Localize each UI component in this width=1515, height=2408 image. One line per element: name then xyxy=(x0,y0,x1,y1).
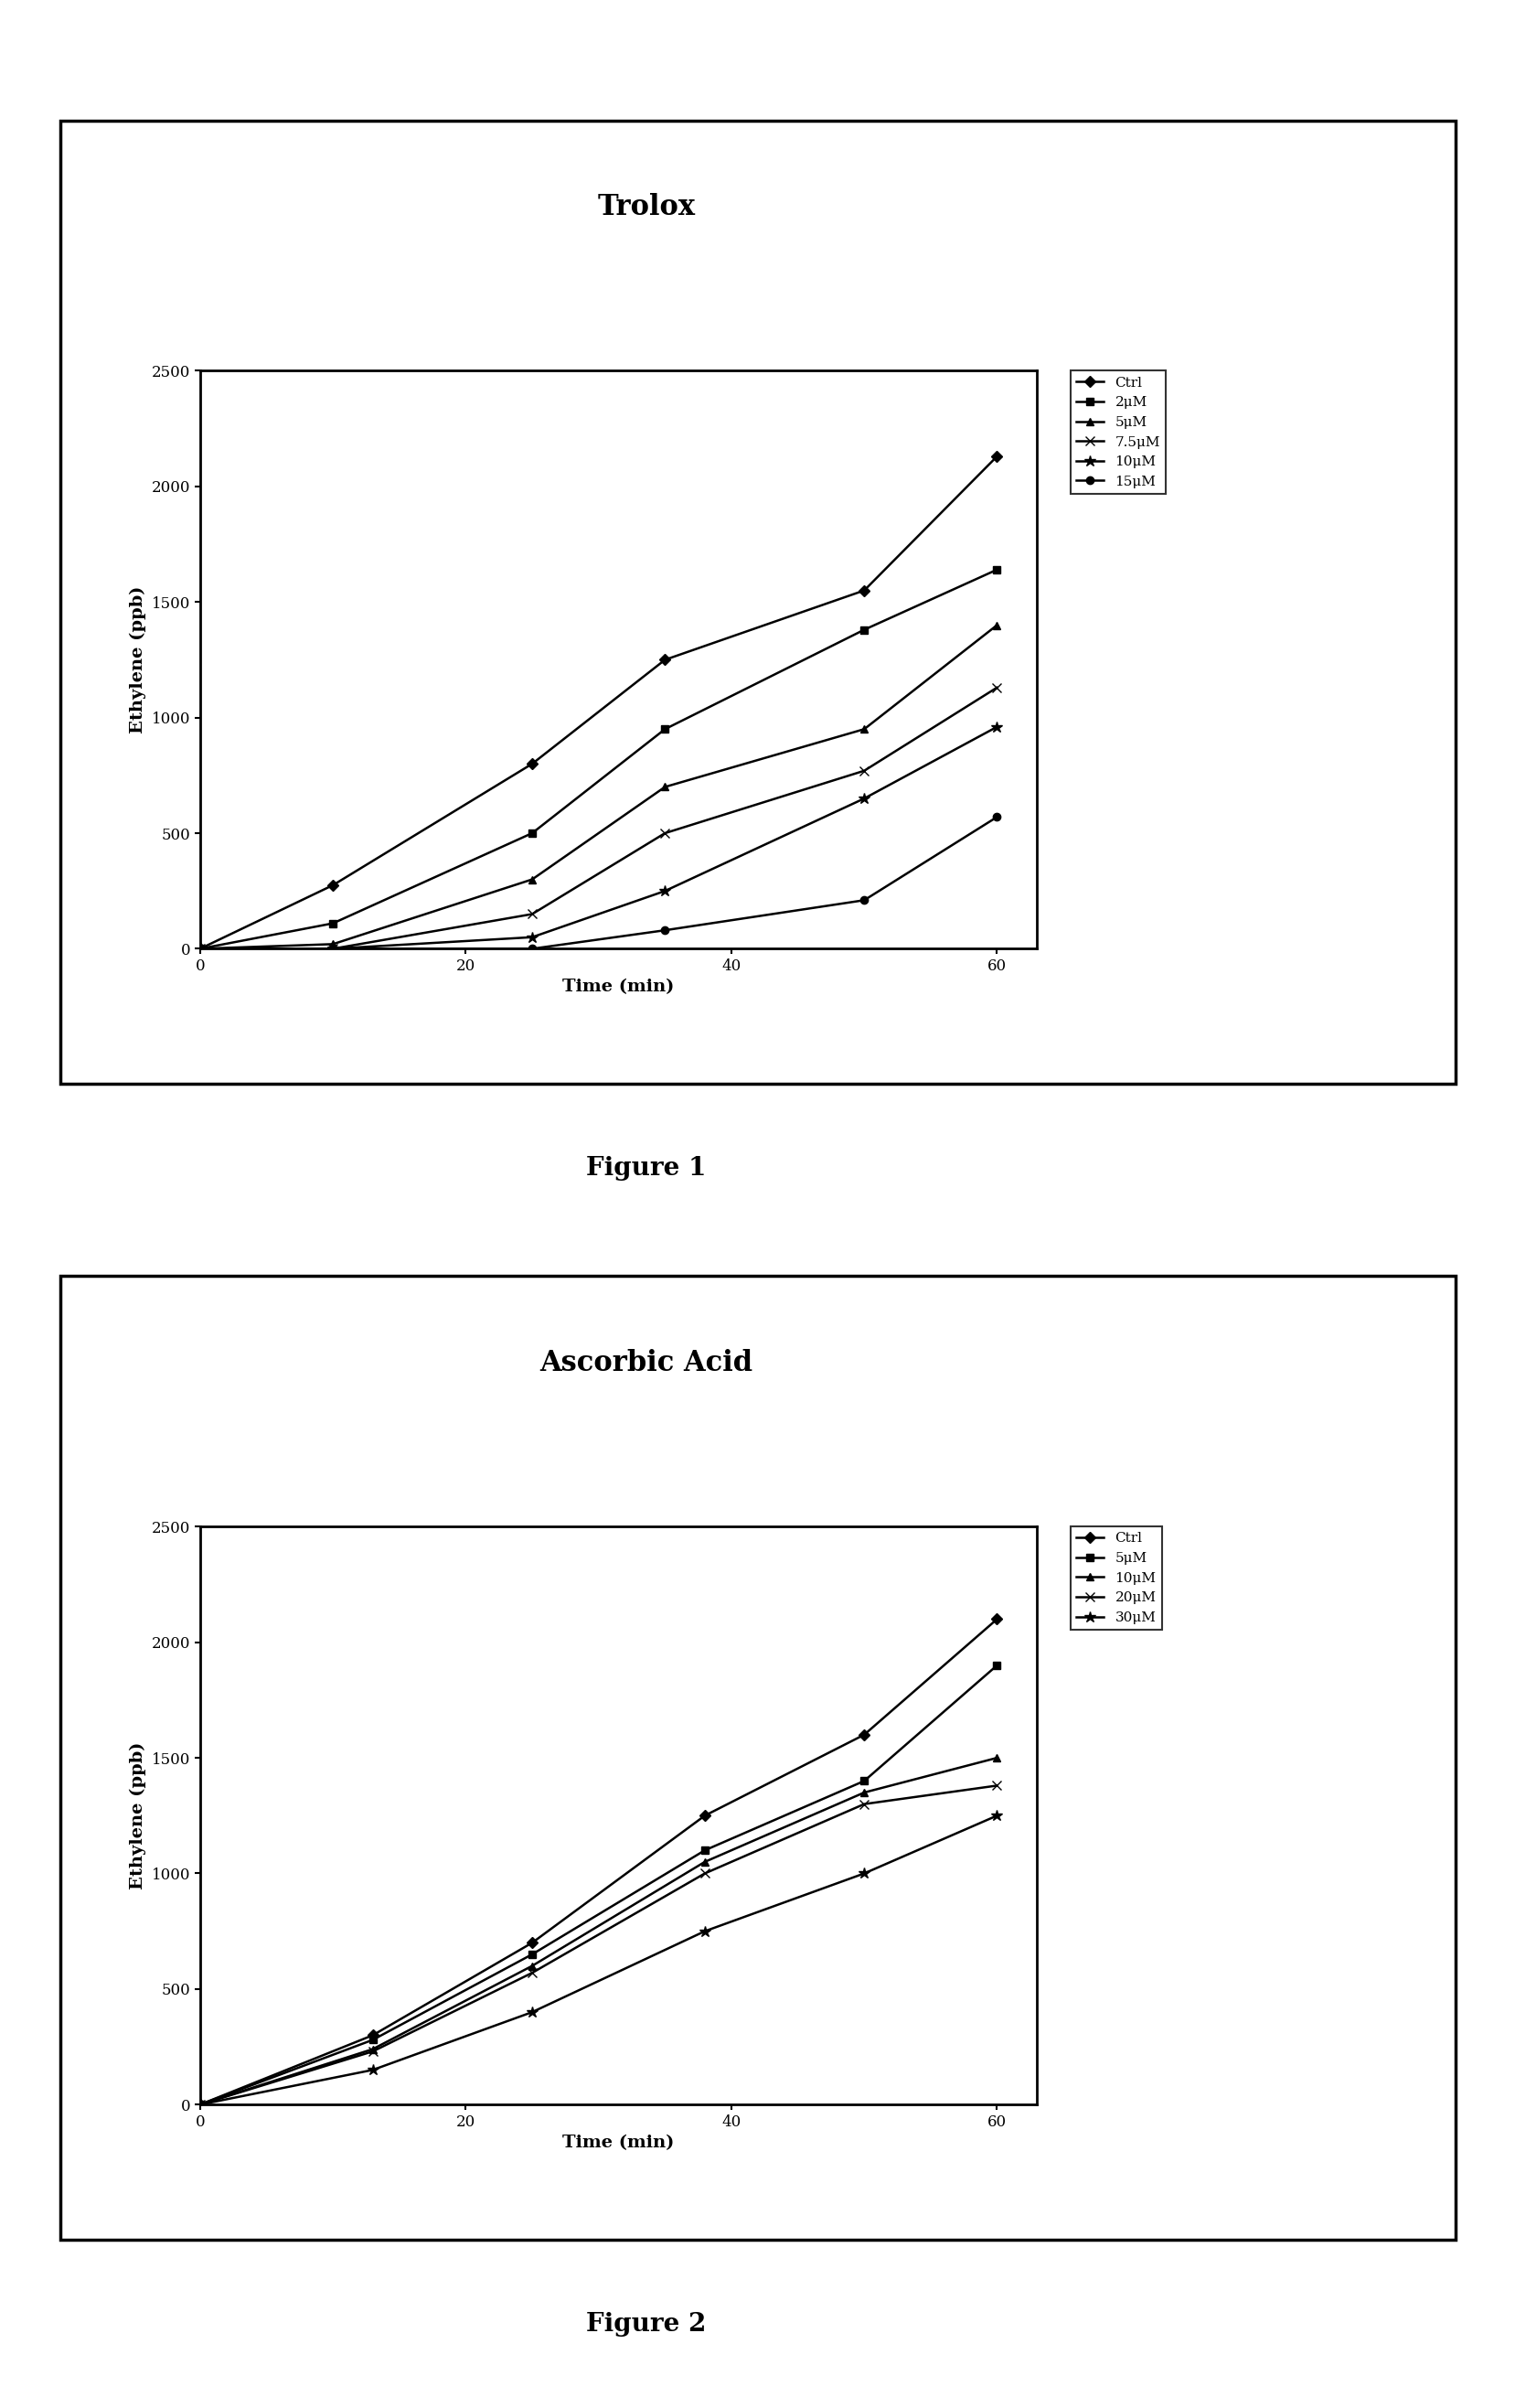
Line: 10μM: 10μM xyxy=(195,1753,1000,2109)
15μM xyxy=(854,886,873,915)
2μM xyxy=(988,556,1006,585)
15μM xyxy=(324,934,342,963)
Text: Trolox: Trolox xyxy=(597,193,695,222)
20μM xyxy=(364,2037,382,2066)
Line: Ctrl: Ctrl xyxy=(195,453,1000,954)
5μM xyxy=(695,1835,714,1864)
Ctrl xyxy=(191,2090,209,2119)
Line: 10μM: 10μM xyxy=(194,720,1001,954)
10μM xyxy=(324,934,342,963)
30μM xyxy=(364,2056,382,2085)
Y-axis label: Ethylene (ppb): Ethylene (ppb) xyxy=(130,585,147,734)
7.5μM xyxy=(324,934,342,963)
10μM xyxy=(695,1847,714,1876)
Ctrl xyxy=(364,2020,382,2049)
30μM xyxy=(854,1859,873,1888)
20μM xyxy=(523,1958,541,1987)
Y-axis label: Ethylene (ppb): Ethylene (ppb) xyxy=(130,1741,147,1890)
15μM xyxy=(988,802,1006,831)
5μM xyxy=(191,2090,209,2119)
2μM xyxy=(656,715,674,744)
Ctrl xyxy=(324,872,342,901)
10μM xyxy=(988,713,1006,742)
10μM xyxy=(364,2035,382,2064)
Ctrl xyxy=(656,645,674,674)
10μM xyxy=(854,1777,873,1806)
10μM xyxy=(523,922,541,951)
10μM xyxy=(988,1743,1006,1772)
10μM xyxy=(656,877,674,905)
10μM xyxy=(854,785,873,814)
Line: 15μM: 15μM xyxy=(195,814,1000,954)
5μM xyxy=(523,1941,541,1970)
Legend: Ctrl, 2μM, 5μM, 7.5μM, 10μM, 15μM: Ctrl, 2μM, 5μM, 7.5μM, 10μM, 15μM xyxy=(1070,371,1165,494)
X-axis label: Time (min): Time (min) xyxy=(562,2136,674,2150)
Line: 7.5μM: 7.5μM xyxy=(195,684,1001,954)
30μM xyxy=(523,1999,541,2028)
20μM xyxy=(988,1772,1006,1801)
Legend: Ctrl, 5μM, 10μM, 20μM, 30μM: Ctrl, 5μM, 10μM, 20μM, 30μM xyxy=(1070,1527,1160,1630)
5μM xyxy=(191,934,209,963)
30μM xyxy=(695,1917,714,1946)
Line: 2μM: 2μM xyxy=(195,566,1000,954)
2μM xyxy=(191,934,209,963)
20μM xyxy=(854,1789,873,1818)
5μM xyxy=(656,773,674,802)
Ctrl xyxy=(523,749,541,778)
Ctrl xyxy=(191,934,209,963)
10μM xyxy=(523,1950,541,1979)
10μM xyxy=(191,934,209,963)
15μM xyxy=(656,915,674,944)
Line: 30μM: 30μM xyxy=(194,1811,1001,2109)
5μM xyxy=(854,1767,873,1796)
7.5μM xyxy=(988,674,1006,703)
20μM xyxy=(191,2090,209,2119)
7.5μM xyxy=(523,901,541,929)
5μM xyxy=(988,1652,1006,1681)
5μM xyxy=(324,929,342,958)
Text: Ascorbic Acid: Ascorbic Acid xyxy=(539,1348,753,1377)
30μM xyxy=(191,2090,209,2119)
Ctrl xyxy=(854,1719,873,1748)
5μM xyxy=(364,2025,382,2054)
Ctrl xyxy=(695,1801,714,1830)
Text: Figure 1: Figure 1 xyxy=(586,1156,706,1180)
Line: 5μM: 5μM xyxy=(195,1662,1000,2109)
20μM xyxy=(695,1859,714,1888)
2μM xyxy=(854,616,873,645)
5μM xyxy=(988,612,1006,641)
2μM xyxy=(523,819,541,848)
Text: Figure 2: Figure 2 xyxy=(586,2312,706,2336)
7.5μM xyxy=(191,934,209,963)
Ctrl xyxy=(988,1604,1006,1633)
10μM xyxy=(191,2090,209,2119)
15μM xyxy=(523,934,541,963)
Ctrl xyxy=(523,1929,541,1958)
Line: Ctrl: Ctrl xyxy=(195,1616,1000,2109)
X-axis label: Time (min): Time (min) xyxy=(562,980,674,995)
5μM xyxy=(854,715,873,744)
15μM xyxy=(191,934,209,963)
Line: 20μM: 20μM xyxy=(195,1782,1001,2109)
5μM xyxy=(523,864,541,893)
Line: 5μM: 5μM xyxy=(195,621,1000,954)
2μM xyxy=(324,908,342,937)
30μM xyxy=(988,1801,1006,1830)
7.5μM xyxy=(854,756,873,785)
Ctrl xyxy=(988,443,1006,472)
7.5μM xyxy=(656,819,674,848)
Ctrl xyxy=(854,576,873,604)
